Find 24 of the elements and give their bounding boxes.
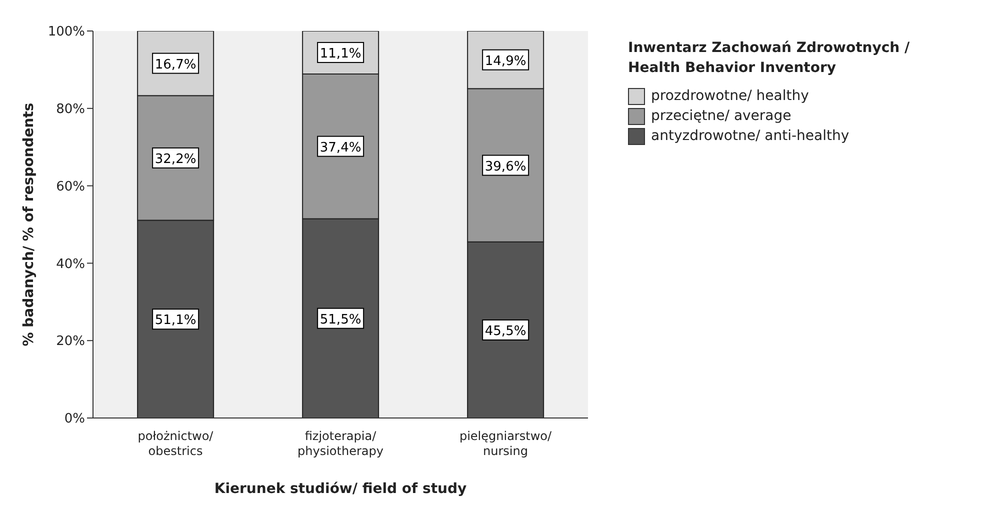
data-label: 37,4% xyxy=(320,140,362,156)
y-tick-label: 100% xyxy=(48,24,85,40)
y-axis-title: % badanych/ % of respondents xyxy=(20,102,37,346)
legend-label: prozdrowotne/ healthy xyxy=(651,88,809,104)
data-label: 14,9% xyxy=(484,54,526,69)
data-label: 51,5% xyxy=(320,312,362,328)
y-tick-label: 60% xyxy=(56,179,85,194)
data-label: 51,1% xyxy=(154,313,196,328)
data-label: 16,7% xyxy=(154,57,196,72)
legend-label: antyzdrowotne/ anti-healthy xyxy=(651,128,850,144)
y-tick-label: 40% xyxy=(56,256,85,272)
y-tick-label: 80% xyxy=(56,102,85,118)
y-tick-label: 20% xyxy=(56,334,85,350)
y-tick-label: 0% xyxy=(64,412,85,427)
data-label: 11,1% xyxy=(320,46,362,62)
x-tick-label: pielęgniarstwo/ nursing xyxy=(459,429,552,458)
legend-title: Inwentarz Zachowań Zdrowotnych / Health Behavior Inventory xyxy=(628,39,911,78)
data-label: 45,5% xyxy=(484,324,526,339)
x-tick-label: położnictwo/ obestrics xyxy=(138,429,214,458)
x-axis-title: Kierunek studiów/ field of study xyxy=(214,481,467,497)
x-tick-label: fizjoterapia/ physiotherapy xyxy=(298,429,384,458)
data-label: 39,6% xyxy=(484,159,526,174)
data-label: 32,2% xyxy=(154,152,196,167)
legend-label: przeciętne/ average xyxy=(651,108,792,124)
